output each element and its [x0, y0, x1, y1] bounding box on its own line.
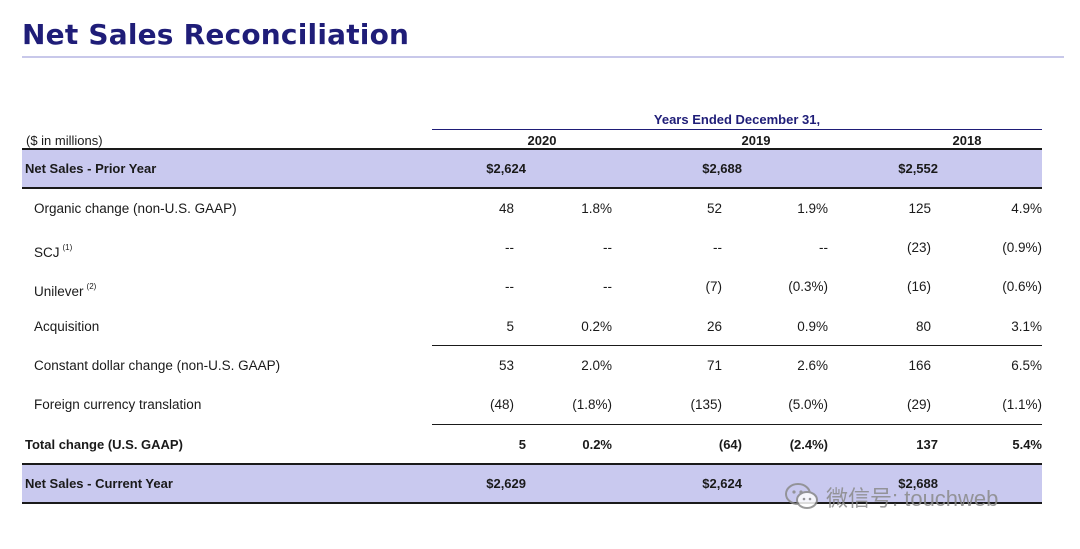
watermark: 微信号: touchweb: [784, 481, 998, 513]
row-label: Net Sales - Current Year: [25, 476, 173, 491]
cell-2019-pct: --: [819, 240, 828, 255]
row-label: Net Sales - Prior Year: [25, 161, 157, 176]
table-row-current-year: Net Sales - Current Year $2,629 $2,624 $…: [22, 465, 1042, 503]
cell-2018-amount: (23): [906, 240, 931, 255]
cell-2018-amount: 166: [908, 358, 931, 373]
cell-2020-amount: 5: [518, 437, 526, 452]
cell-2020-amount: $2,624: [486, 161, 526, 176]
row-label: Unilever (2): [34, 268, 96, 311]
cell-2019-pct: (5.0%): [788, 397, 828, 412]
table-row-unilever: Unilever (2) -- -- (7) (0.3%) (16) (0.6%): [22, 268, 1042, 306]
rule-bottom: [22, 502, 1042, 504]
cell-2019-pct: 1.9%: [797, 201, 828, 216]
cell-2019-amount: $2,688: [702, 161, 742, 176]
cell-2019-amount: 71: [706, 358, 722, 373]
cell-2019-pct: (2.4%): [789, 437, 828, 452]
cell-2019-amount: 26: [706, 319, 722, 334]
cell-2020-amount: --: [505, 240, 514, 255]
page-title: Net Sales Reconciliation: [22, 18, 410, 51]
cell-2018-pct: (0.9%): [1002, 240, 1042, 255]
cell-2018-amount: 137: [916, 437, 938, 452]
years-caption: Years Ended December 31,: [653, 112, 821, 127]
year-header-2020: 2020: [527, 133, 557, 148]
footnote-marker: (2): [86, 282, 97, 291]
table-row-constant-dollar: Constant dollar change (non-U.S. GAAP) 5…: [22, 347, 1042, 385]
year-header-2019: 2019: [741, 133, 771, 148]
current-year-band: [22, 465, 1042, 503]
watermark-text: 微信号: touchweb: [826, 486, 999, 511]
years-caption-rule: [432, 129, 1042, 130]
cell-2020-amount: $2,629: [486, 476, 526, 491]
cell-2018-pct: (0.6%): [1002, 279, 1042, 294]
cell-2018-amount: 80: [915, 319, 931, 334]
year-header-2018: 2018: [952, 133, 982, 148]
cell-2020-pct: --: [603, 279, 612, 294]
cell-2018-amount: (16): [906, 279, 931, 294]
cell-2018-amount: $2,552: [898, 161, 938, 176]
cell-2020-amount: 48: [498, 201, 514, 216]
cell-2018-pct: (1.1%): [1002, 397, 1042, 412]
cell-2020-pct: 1.8%: [581, 201, 612, 216]
cell-2018-pct: 5.4%: [1012, 437, 1042, 452]
cell-2020-amount: 5: [506, 319, 514, 334]
rule-subtotal: [432, 345, 1042, 346]
title-underline: [22, 56, 1064, 58]
cell-2018-amount: $2,688: [898, 476, 938, 491]
cell-2018-amount: (29): [906, 397, 931, 412]
table-row-fx: Foreign currency translation (48) (1.8%)…: [22, 386, 1042, 424]
cell-2019-amount: 52: [706, 201, 722, 216]
rule-total: [432, 424, 1042, 425]
cell-2020-pct: 2.0%: [581, 358, 612, 373]
cell-2019-pct: (0.3%): [788, 279, 828, 294]
rule-above-current: [22, 463, 1042, 465]
rule-top: [22, 148, 1042, 150]
cell-2018-pct: 3.1%: [1011, 319, 1042, 334]
row-label: SCJ (1): [34, 229, 72, 272]
cell-2020-pct: 0.2%: [581, 319, 612, 334]
table-row-total-change: Total change (U.S. GAAP) 5 0.2% (64) (2.…: [22, 426, 1042, 464]
row-label-text: Unilever: [34, 284, 84, 299]
row-label: Total change (U.S. GAAP): [25, 437, 183, 452]
cell-2019-amount: (64): [718, 437, 742, 452]
table-row-scj: SCJ (1) -- -- -- -- (23) (0.9%): [22, 229, 1042, 267]
wechat-icon: [784, 482, 820, 512]
table-row-acquisition: Acquisition 5 0.2% 26 0.9% 80 3.1%: [22, 308, 1042, 346]
cell-2018-pct: 4.9%: [1011, 201, 1042, 216]
cell-2019-amount: --: [713, 240, 722, 255]
row-label: Constant dollar change (non-U.S. GAAP): [34, 358, 281, 373]
cell-2020-pct: 0.2%: [582, 437, 612, 452]
cell-2020-amount: (48): [489, 397, 514, 412]
cell-2020-amount: --: [505, 279, 514, 294]
table-row-prior-year: Net Sales - Prior Year $2,624 $2,688 $2,…: [22, 150, 1042, 188]
cell-2019-amount: (135): [690, 397, 722, 412]
cell-2018-pct: 6.5%: [1011, 358, 1042, 373]
cell-2019-amount: (7): [705, 279, 723, 294]
cell-2020-amount: 53: [498, 358, 514, 373]
cell-2019-pct: 2.6%: [797, 358, 828, 373]
cell-2019-amount: $2,624: [702, 476, 742, 491]
units-label: ($ in millions): [26, 133, 103, 148]
row-label: Organic change (non-U.S. GAAP): [34, 201, 237, 216]
rule-below-prior: [22, 187, 1042, 189]
row-label: Foreign currency translation: [34, 397, 202, 412]
row-label: Acquisition: [34, 319, 100, 334]
prior-year-band: [22, 150, 1042, 188]
cell-2020-pct: (1.8%): [572, 397, 612, 412]
cell-2019-pct: 0.9%: [797, 319, 828, 334]
cell-2018-amount: 125: [908, 201, 931, 216]
table-row-organic: Organic change (non-U.S. GAAP) 48 1.8% 5…: [22, 190, 1042, 228]
footnote-marker: (1): [62, 243, 73, 252]
row-label-text: SCJ: [34, 245, 60, 260]
cell-2020-pct: --: [603, 240, 612, 255]
